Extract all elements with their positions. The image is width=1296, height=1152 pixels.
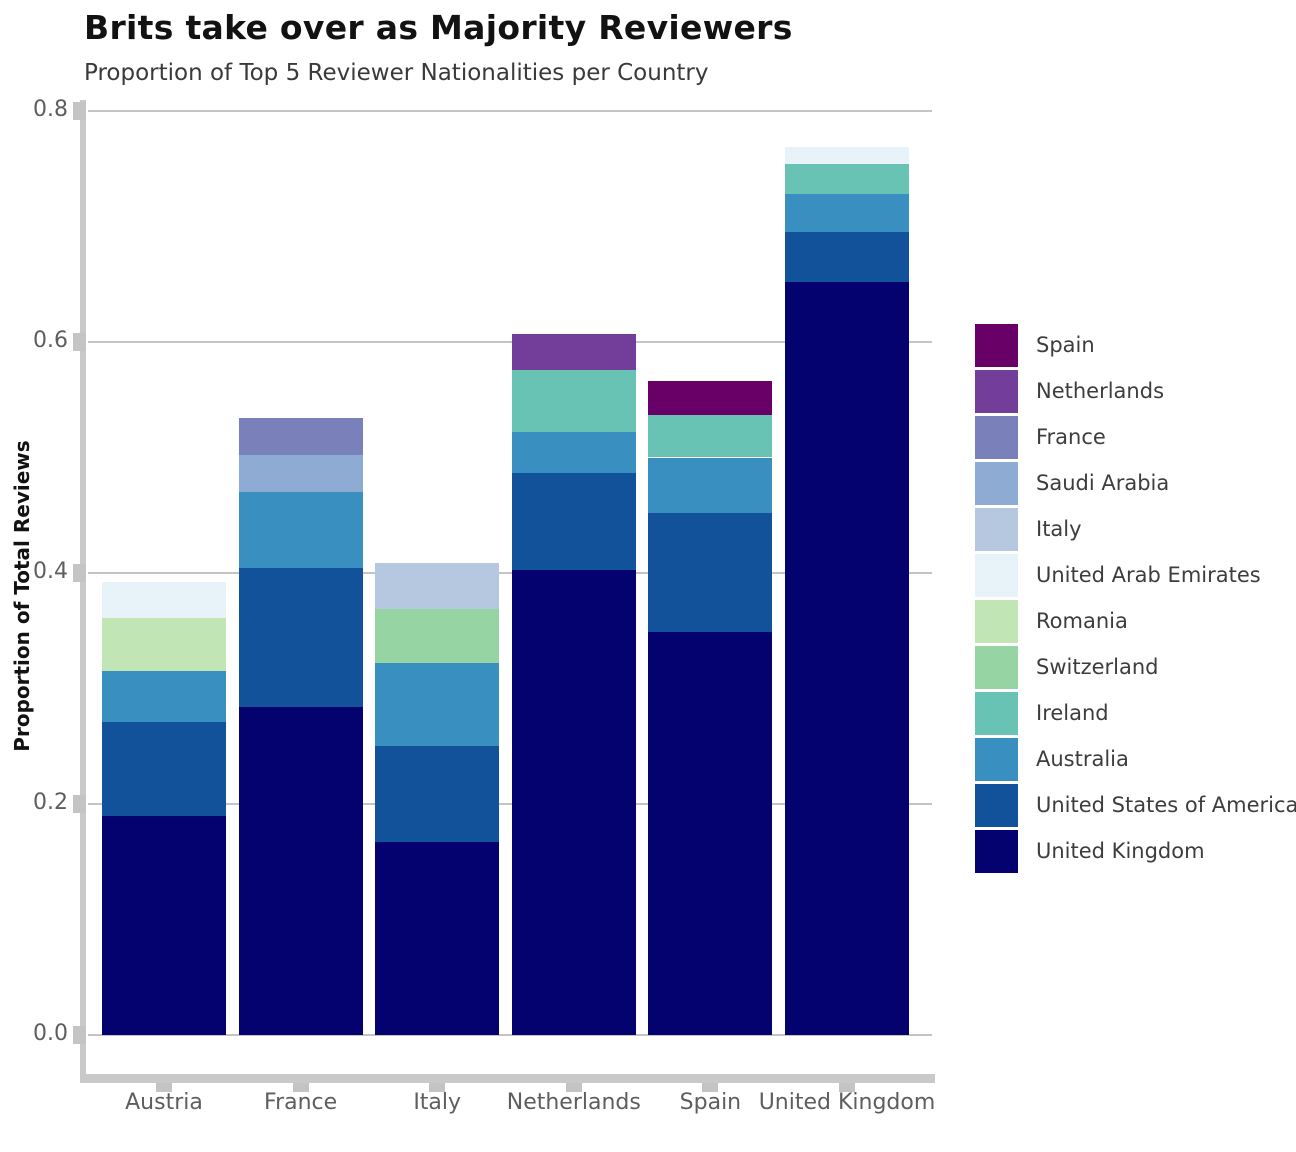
- legend-label-italy: Italy: [1036, 517, 1082, 541]
- bar-segment-france: [238, 418, 363, 456]
- y-axis-tick-label: 0.0: [33, 1021, 68, 1046]
- legend-swatch-australia: [975, 738, 1018, 781]
- bar-segment-italy: [375, 562, 500, 609]
- bar-segment-saudi-arabia: [238, 455, 363, 493]
- gridline: [88, 110, 932, 112]
- bar-segment-united-states-of-america: [785, 232, 909, 282]
- legend-label-united-kingdom: United Kingdom: [1036, 839, 1205, 863]
- bar-segment-australia: [102, 671, 226, 722]
- legend-swatch-united-states-of-america: [975, 784, 1018, 827]
- bar-segment-united-states-of-america: [648, 512, 773, 632]
- x-axis-category-label: Spain: [679, 1090, 742, 1115]
- bar-segment-ireland: [648, 414, 773, 458]
- bar-segment-united-arab-emirates: [102, 582, 226, 619]
- bar-segment-united-states-of-america: [238, 568, 363, 707]
- y-axis-tick-label: 0.4: [33, 559, 68, 584]
- legend-swatch-united-kingdom: [975, 830, 1018, 873]
- bar-segment-netherlands: [511, 333, 636, 370]
- y-axis-tick: [73, 102, 86, 120]
- y-axis-tick-label: 0.2: [33, 790, 68, 815]
- legend-label-united-states-of-america: United States of America: [1036, 793, 1296, 817]
- bar-segment-romania: [102, 618, 226, 672]
- bar-segment-united-kingdom: [511, 569, 636, 1035]
- x-axis-tick: [565, 1083, 582, 1092]
- x-axis-category-label: Austria: [125, 1090, 203, 1115]
- legend-swatch-netherlands: [975, 370, 1018, 413]
- legend-swatch-saudi-arabia: [975, 462, 1018, 505]
- y-axis-tick-label: 0.6: [33, 328, 68, 353]
- y-axis-tick: [73, 564, 86, 582]
- bar-segment-united-arab-emirates: [785, 146, 909, 165]
- x-axis-tick: [702, 1083, 719, 1092]
- legend-swatch-france: [975, 416, 1018, 459]
- bar-segment-australia: [785, 194, 909, 233]
- legend-swatch-spain: [975, 324, 1018, 367]
- y-axis-tick: [73, 1026, 86, 1044]
- bar-segment-australia: [511, 432, 636, 473]
- bar-segment-united-states-of-america: [102, 721, 226, 816]
- x-axis-category-label: United Kingdom: [758, 1090, 936, 1115]
- bar-segment-switzerland: [375, 608, 500, 664]
- gridline: [88, 1034, 932, 1036]
- legend-label-netherlands: Netherlands: [1036, 379, 1165, 403]
- bar-segment-ireland: [785, 164, 909, 195]
- bar-segment-united-states-of-america: [375, 746, 500, 843]
- legend-swatch-romania: [975, 600, 1018, 643]
- legend-label-romania: Romania: [1036, 609, 1128, 633]
- legend-label-united-arab-emirates: United Arab Emirates: [1036, 563, 1261, 587]
- legend-swatch-italy: [975, 508, 1018, 551]
- y-axis-line: [80, 100, 86, 1083]
- legend-swatch-united-arab-emirates: [975, 554, 1018, 597]
- y-axis-tick: [73, 333, 86, 351]
- legend-label-australia: Australia: [1036, 747, 1129, 771]
- gridline: [88, 572, 932, 574]
- chart-subtitle: Proportion of Top 5 Reviewer Nationaliti…: [84, 60, 709, 86]
- bar-segment-australia: [238, 492, 363, 569]
- x-axis-category-label: Netherlands: [506, 1090, 641, 1115]
- y-axis-tick: [73, 795, 86, 813]
- y-axis-tick-label: 0.8: [33, 97, 68, 122]
- x-axis-tick: [292, 1083, 309, 1092]
- legend-swatch-switzerland: [975, 646, 1018, 689]
- bar-segment-united-kingdom: [238, 706, 363, 1035]
- x-axis-category-label: France: [264, 1090, 338, 1115]
- bar-segment-united-kingdom: [102, 815, 226, 1035]
- legend-label-ireland: Ireland: [1036, 701, 1109, 725]
- chart-title: Brits take over as Majority Reviewers: [84, 8, 793, 47]
- x-axis-tick: [156, 1083, 172, 1092]
- bar-segment-united-kingdom: [375, 842, 500, 1035]
- legend-label-switzerland: Switzerland: [1036, 655, 1159, 679]
- bar-segment-united-kingdom: [648, 631, 773, 1035]
- gridline: [88, 803, 932, 805]
- legend-label-spain: Spain: [1036, 333, 1095, 357]
- bar-segment-spain: [648, 381, 773, 415]
- x-axis-tick: [429, 1083, 446, 1092]
- legend-label-france: France: [1036, 425, 1106, 449]
- bar-segment-australia: [375, 663, 500, 747]
- bar-segment-united-kingdom: [785, 281, 909, 1035]
- bar-segment-ireland: [511, 369, 636, 433]
- bar-segment-australia: [648, 457, 773, 513]
- gridline: [88, 341, 932, 343]
- x-axis-tick: [839, 1083, 855, 1092]
- legend-label-saudi-arabia: Saudi Arabia: [1036, 471, 1170, 495]
- x-axis-line: [80, 1074, 935, 1083]
- bar-segment-united-states-of-america: [511, 472, 636, 570]
- x-axis-category-label: Italy: [413, 1090, 462, 1115]
- legend-swatch-ireland: [975, 692, 1018, 735]
